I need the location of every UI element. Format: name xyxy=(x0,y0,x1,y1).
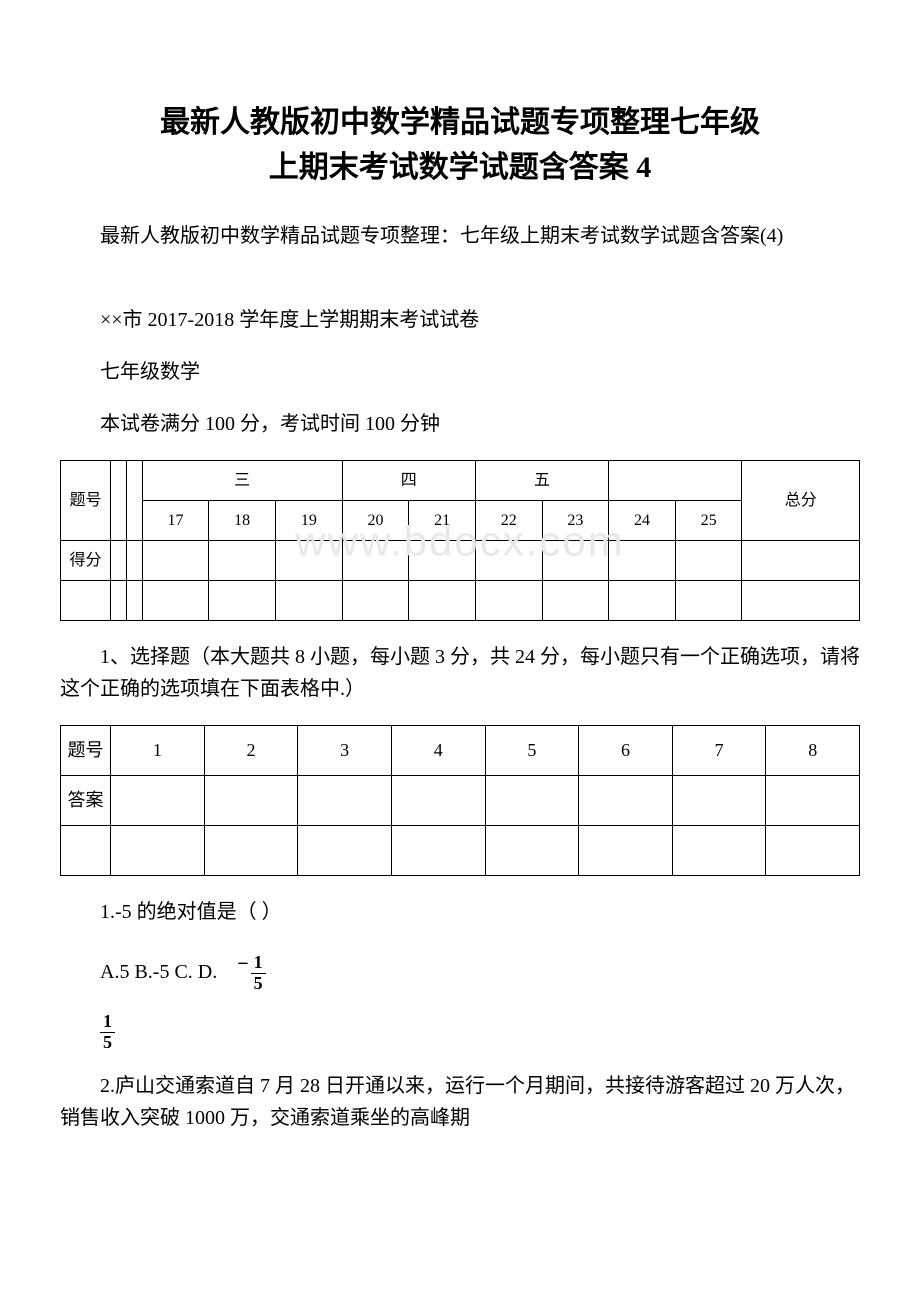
table1-extra-4 xyxy=(142,581,209,621)
table2-ans-6 xyxy=(579,776,673,826)
table1-total: 总分 xyxy=(742,461,860,541)
table2-row-label-2: 答案 xyxy=(61,776,111,826)
table1-blank-col1 xyxy=(111,461,127,541)
table1-score-1 xyxy=(111,541,127,581)
exam-header: ××市 2017-2018 学年度上学期期末考试试卷 xyxy=(60,304,860,336)
table1-extra-9 xyxy=(475,581,542,621)
table1-score-5 xyxy=(276,541,343,581)
table1-score-10 xyxy=(609,541,676,581)
table2-ans-7 xyxy=(672,776,766,826)
table2-col-4: 4 xyxy=(391,726,485,776)
table1-col-20: 20 xyxy=(342,501,409,541)
table2-row-label-1: 题号 xyxy=(61,726,111,776)
table1-row-label-1: 题号 xyxy=(61,461,111,541)
table2-ans-1 xyxy=(111,776,205,826)
table1-col-22: 22 xyxy=(475,501,542,541)
table2-ans-2 xyxy=(204,776,298,826)
table2-col-8: 8 xyxy=(766,726,860,776)
table1-score-4 xyxy=(209,541,276,581)
table1-col-25: 25 xyxy=(675,501,742,541)
title-line1: 最新人教版初中数学精品试题专项整理七年级 xyxy=(160,106,760,139)
table2-ans-4 xyxy=(391,776,485,826)
table2-col-2: 2 xyxy=(204,726,298,776)
q1-fraction-pos: 15 xyxy=(100,1012,115,1053)
table2-ans-8 xyxy=(766,776,860,826)
table1-score-9 xyxy=(542,541,609,581)
table1-section5: 五 xyxy=(475,461,608,501)
q1-frac-num: 1 xyxy=(251,953,266,974)
question-1-fraction-standalone: 15 xyxy=(60,1012,860,1053)
q1-frac-den: 5 xyxy=(251,974,266,994)
table2-extra-9 xyxy=(766,826,860,876)
table1-col-18: 18 xyxy=(209,501,276,541)
table1-score-11 xyxy=(675,541,742,581)
table2-ans-5 xyxy=(485,776,579,826)
table1-col-24: 24 xyxy=(609,501,676,541)
score-table-container: www.bdocx.com 题号 三 四 五 总分 17 18 19 20 21… xyxy=(60,460,860,621)
table1-score-8 xyxy=(475,541,542,581)
q1-fraction-neg: 15 xyxy=(251,953,266,994)
table1-score-2 xyxy=(126,541,142,581)
table2-extra-4 xyxy=(298,826,392,876)
table1-extra-2 xyxy=(111,581,127,621)
q1-neg-sign: − xyxy=(237,953,248,975)
question-1-options: A.5 B.-5 C. D. −15 xyxy=(60,948,860,994)
q1-options-text: A.5 B.-5 C. D. xyxy=(100,961,217,983)
table1-extra-12 xyxy=(675,581,742,621)
table1-col-21: 21 xyxy=(409,501,476,541)
table2-extra-7 xyxy=(579,826,673,876)
table1-score-6 xyxy=(342,541,409,581)
table1-col-17: 17 xyxy=(142,501,209,541)
table2-col-5: 5 xyxy=(485,726,579,776)
table1-score-7 xyxy=(409,541,476,581)
exam-info: 本试卷满分 100 分，考试时间 100 分钟 xyxy=(60,408,860,440)
table1-extra-11 xyxy=(609,581,676,621)
table1-extra-13 xyxy=(742,581,860,621)
table2-col-1: 1 xyxy=(111,726,205,776)
question-1: 1.-5 的绝对值是（ ） xyxy=(60,896,860,928)
table1-col-23: 23 xyxy=(542,501,609,541)
table2-extra-1 xyxy=(61,826,111,876)
table1-section3: 三 xyxy=(142,461,342,501)
title-line2: 上期末考试数学试题含答案 4 xyxy=(269,151,652,184)
table1-section4: 四 xyxy=(342,461,475,501)
table1-extra-8 xyxy=(409,581,476,621)
table1-score-total xyxy=(742,541,860,581)
table1-extra-1 xyxy=(61,581,111,621)
table2-ans-3 xyxy=(298,776,392,826)
answer-table: 题号 1 2 3 4 5 6 7 8 答案 xyxy=(60,725,860,876)
score-table: 题号 三 四 五 总分 17 18 19 20 21 22 23 24 25 得… xyxy=(60,460,860,621)
intro-paragraph: 最新人教版初中数学精品试题专项整理：七年级上期末考试数学试题含答案(4) xyxy=(60,220,860,252)
table2-col-6: 6 xyxy=(579,726,673,776)
table2-extra-6 xyxy=(485,826,579,876)
table2-extra-8 xyxy=(672,826,766,876)
table2-extra-2 xyxy=(111,826,205,876)
table1-row-label-2: 得分 xyxy=(61,541,111,581)
table1-blank-col2 xyxy=(126,461,142,541)
question-2: 2.庐山交通索道自 7 月 28 日开通以来，运行一个月期间，共接待游客超过 2… xyxy=(60,1070,860,1134)
table2-extra-5 xyxy=(391,826,485,876)
table1-score-3 xyxy=(142,541,209,581)
table2-extra-3 xyxy=(204,826,298,876)
table1-extra-3 xyxy=(126,581,142,621)
grade-subject: 七年级数学 xyxy=(60,356,860,388)
table2-col-7: 7 xyxy=(672,726,766,776)
q1-frac2-den: 5 xyxy=(100,1033,115,1053)
section1-text: 1、选择题（本大题共 8 小题，每小题 3 分，共 24 分，每小题只有一个正确… xyxy=(60,641,860,705)
table1-extra-10 xyxy=(542,581,609,621)
table1-extra-5 xyxy=(209,581,276,621)
table1-extra-7 xyxy=(342,581,409,621)
q1-frac2-num: 1 xyxy=(100,1012,115,1033)
table1-section-blank xyxy=(609,461,742,501)
table1-extra-6 xyxy=(276,581,343,621)
table2-col-3: 3 xyxy=(298,726,392,776)
table1-col-19: 19 xyxy=(276,501,343,541)
